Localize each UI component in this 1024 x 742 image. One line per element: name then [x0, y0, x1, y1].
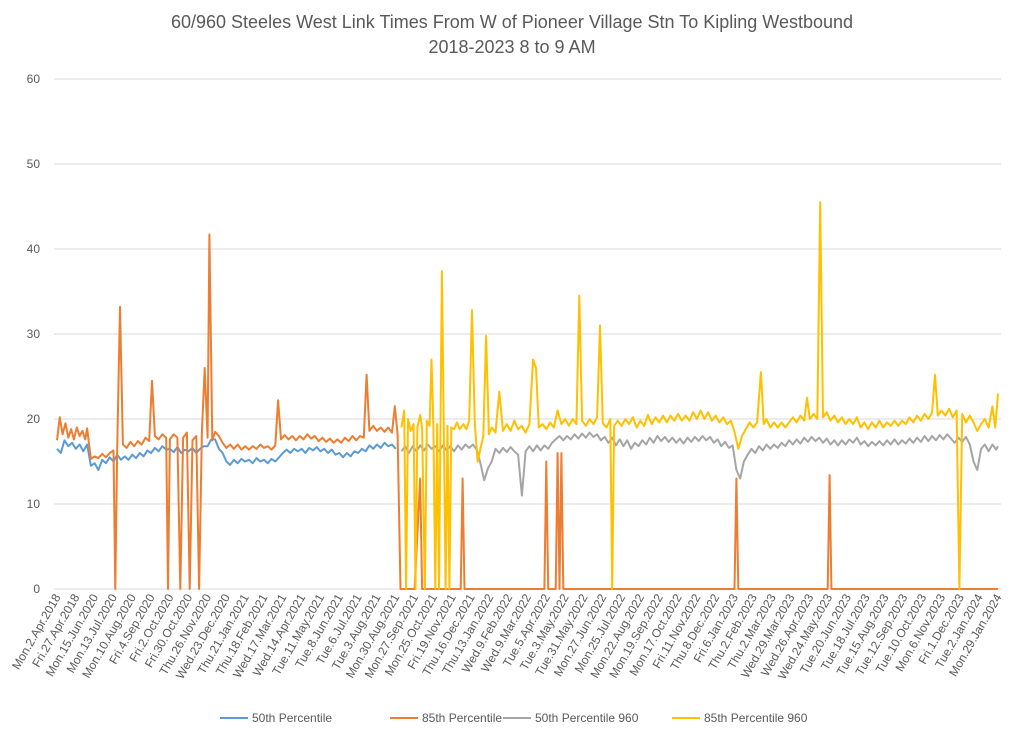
gridlines: [54, 78, 1001, 590]
y-tick-label: 30: [27, 327, 41, 341]
series-line-85th-percentile-960: [400, 201, 999, 590]
y-tick-label: 50: [27, 157, 41, 171]
y-tick-label: 40: [27, 242, 41, 256]
series-line-50th-percentile-960: [400, 431, 999, 497]
legend: 50th Percentile 85th Percentile 50th Perce…: [220, 711, 808, 725]
legend-label: 85th Percentile 960: [704, 711, 808, 725]
y-axis: 0 10 20 30 40 50 60: [27, 72, 41, 596]
chart-subtitle: 2018-2023 8 to 9 AM: [428, 37, 595, 57]
y-tick-label: 10: [27, 497, 41, 511]
legend-label: 50th Percentile 960: [535, 711, 639, 725]
series-lines: [56, 201, 999, 590]
x-axis: Mon.2.Apr.2018Fri.27.Apr.2018Mon.15.Jun.…: [9, 591, 1005, 682]
chart-title: 60/960 Steeles West Link Times From W of…: [171, 12, 853, 32]
legend-label: 85th Percentile: [422, 711, 502, 725]
y-tick-label: 20: [27, 412, 41, 426]
series-line-85th-percentile: [56, 233, 998, 590]
y-tick-label: 60: [27, 72, 41, 86]
legend-label: 50th Percentile: [252, 711, 332, 725]
y-tick-label: 0: [33, 582, 40, 596]
